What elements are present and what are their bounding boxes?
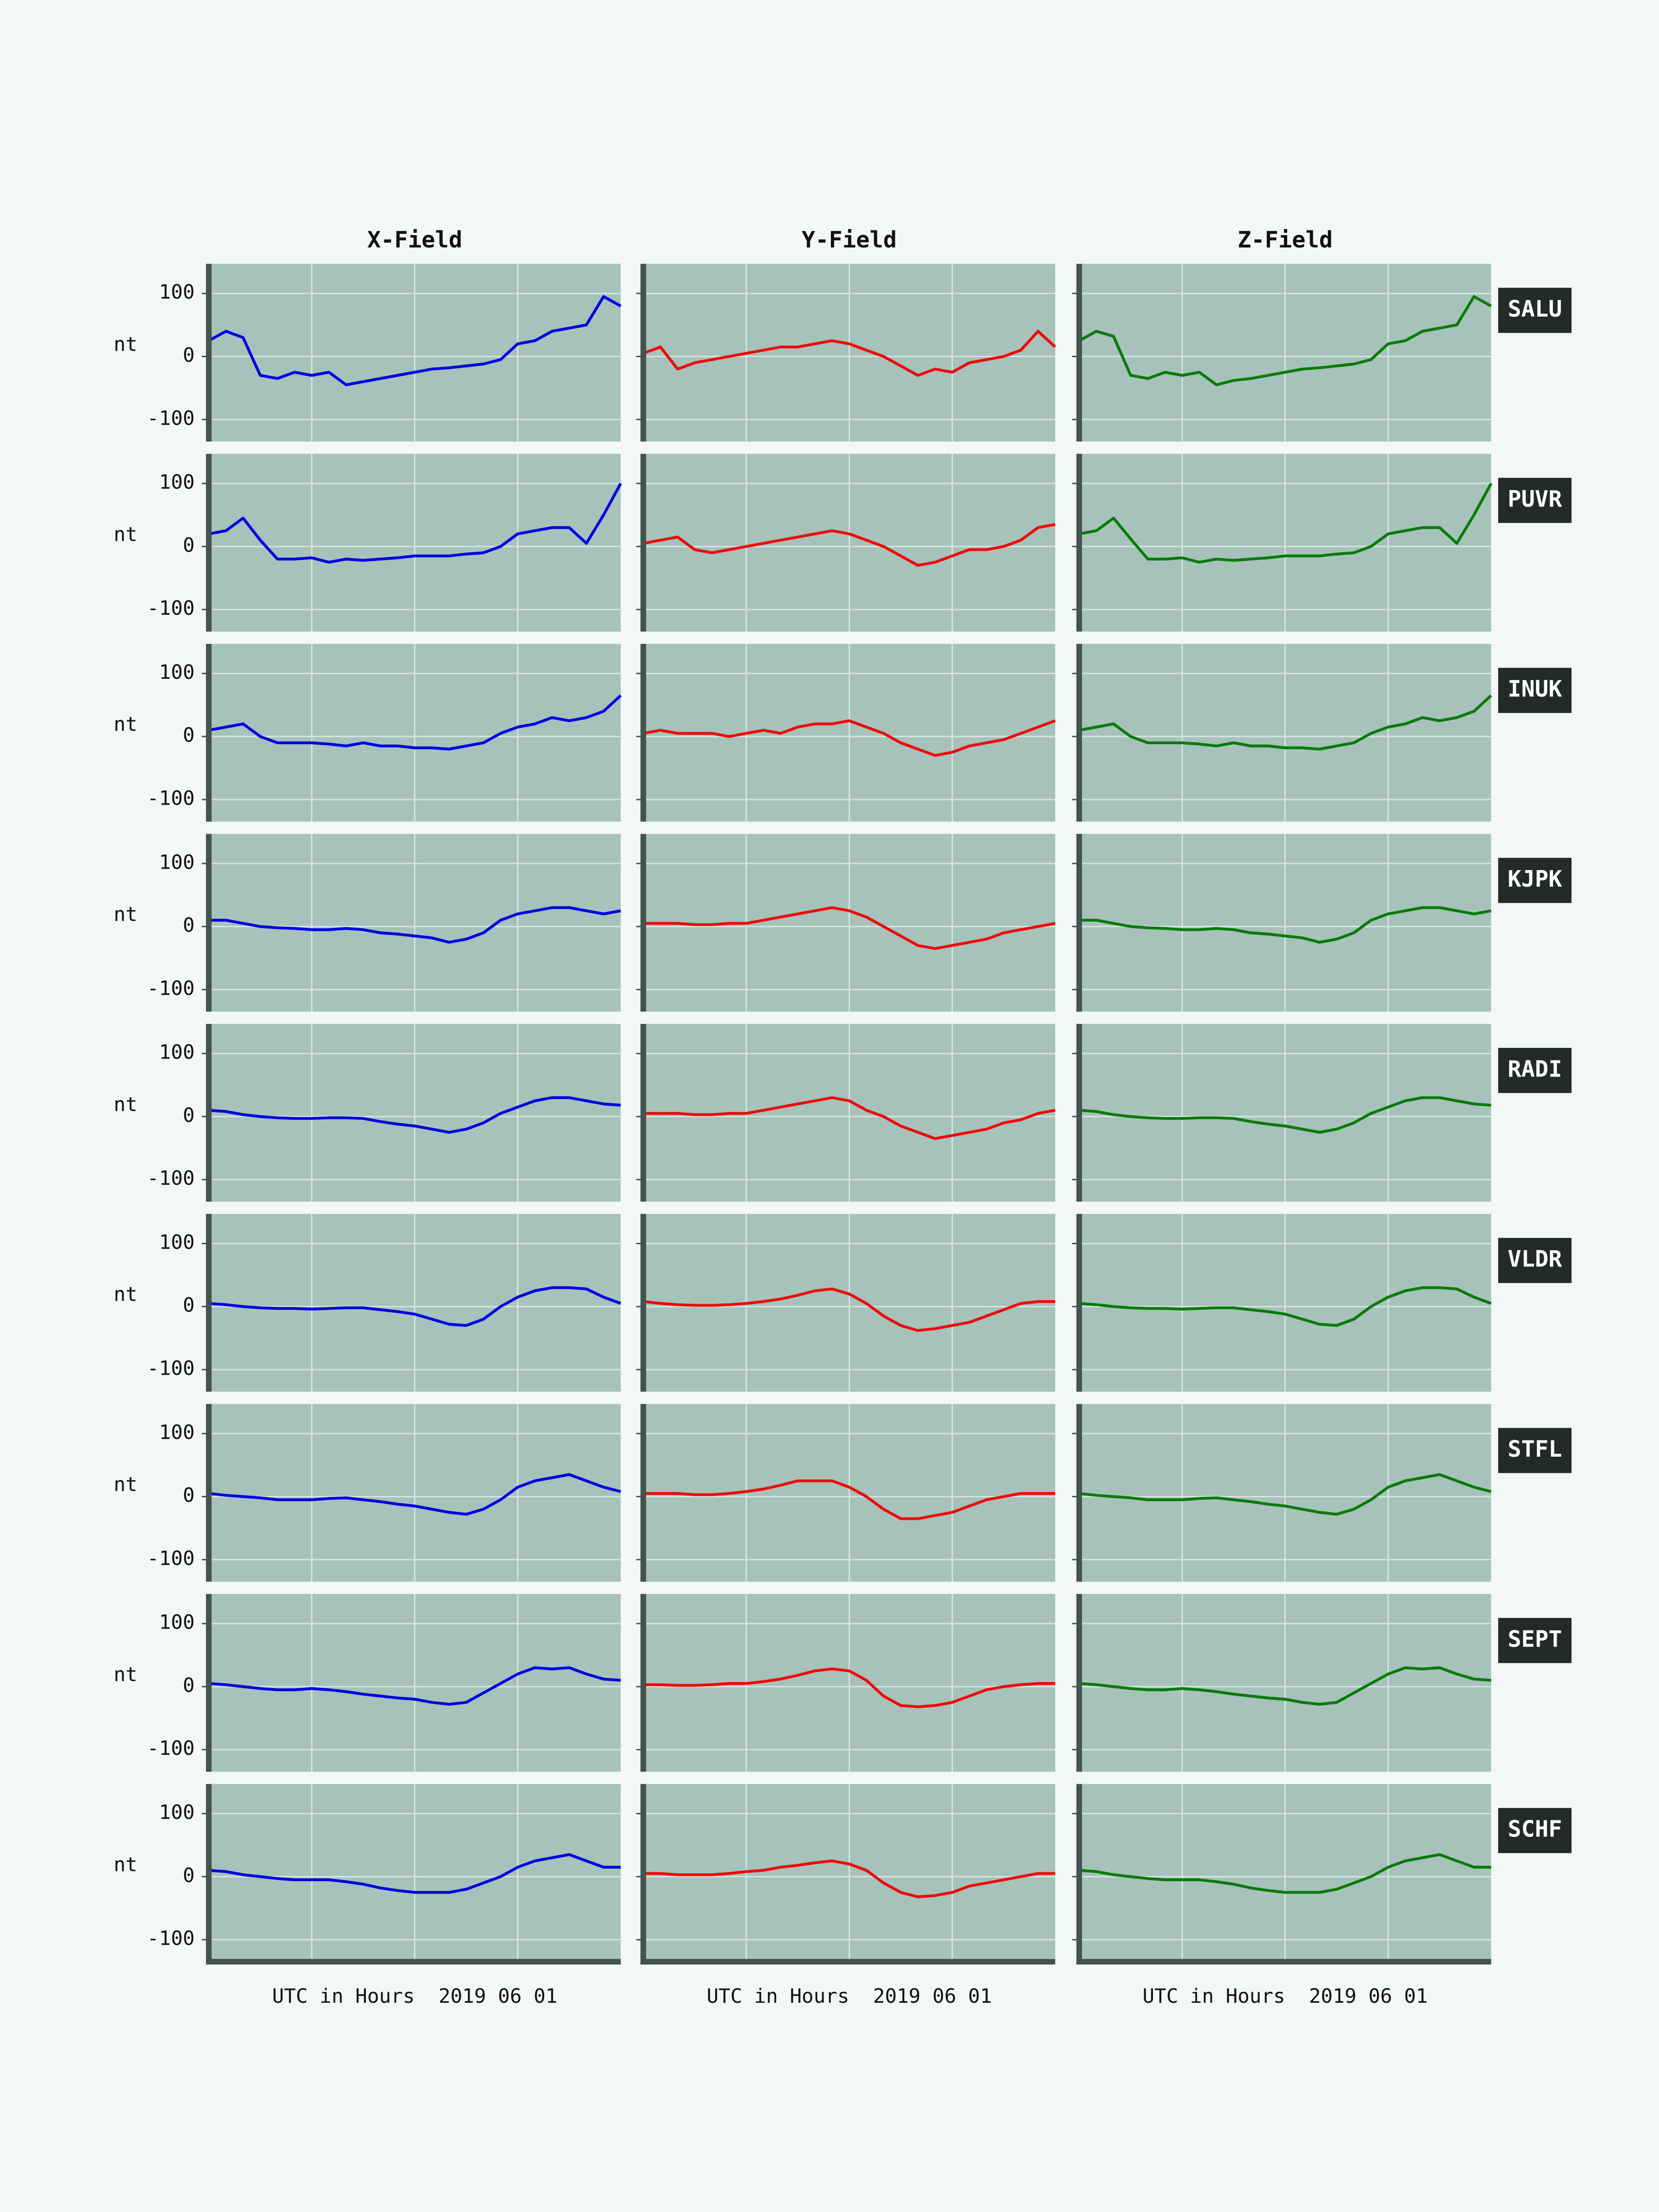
y-axis-label: nt <box>114 1283 138 1306</box>
station-label: KJPK <box>1508 866 1562 892</box>
y-tick-label: -100 <box>147 1357 194 1380</box>
y-tick-label: 100 <box>159 661 194 684</box>
y-tick-label: 100 <box>159 1801 194 1824</box>
y-tick-label: 0 <box>183 1864 195 1887</box>
data-line <box>1079 482 1493 564</box>
y-axis-label: nt <box>114 333 138 356</box>
data-line <box>643 1479 1055 1520</box>
y-tick-label: 0 <box>183 1484 195 1507</box>
data-line <box>642 329 1056 377</box>
data-line <box>208 295 622 387</box>
y-tick-label: -100 <box>147 1547 194 1570</box>
y-tick-label: 0 <box>183 534 195 557</box>
station-box <box>1498 1618 1572 1663</box>
station-label: STFL <box>1508 1436 1562 1462</box>
y-axis-label: nt <box>114 1093 138 1116</box>
station-label: SCHF <box>1508 1816 1562 1842</box>
data-line <box>643 719 1056 757</box>
y-tick-label: -100 <box>147 597 194 620</box>
column-title: Z-Field <box>1238 227 1333 253</box>
y-tick-label: 0 <box>183 1674 195 1697</box>
station-label: RADI <box>1508 1056 1562 1082</box>
station-box <box>1498 1808 1572 1853</box>
x-axis-label: UTC in Hours 2019 06 01 <box>272 1985 557 2008</box>
y-tick-label: 100 <box>159 281 194 304</box>
station-box <box>1498 1047 1572 1093</box>
data-line <box>208 1096 621 1134</box>
data-line <box>643 906 1056 950</box>
y-tick-label: 0 <box>183 1104 195 1127</box>
data-line <box>643 1859 1055 1899</box>
data-line <box>643 1096 1056 1140</box>
x-axis-label: UTC in Hours 2019 06 01 <box>1142 1985 1428 2008</box>
station-box <box>1498 288 1572 333</box>
y-axis-label: nt <box>114 523 138 546</box>
data-line <box>643 1287 1055 1332</box>
column-title: Y-Field <box>802 227 897 253</box>
y-axis-label: nt <box>114 713 138 736</box>
data-line <box>208 1286 621 1327</box>
data-line <box>1079 1473 1492 1516</box>
data-line <box>208 1473 621 1516</box>
data-line <box>208 1853 621 1894</box>
station-box <box>1498 1238 1572 1283</box>
data-line <box>209 906 621 944</box>
y-tick-label: 0 <box>183 724 195 747</box>
data-line <box>1079 1096 1491 1134</box>
y-tick-label: 100 <box>159 1421 194 1444</box>
data-line <box>1078 295 1492 387</box>
y-tick-label: 0 <box>183 1294 195 1317</box>
y-tick-label: -100 <box>147 407 194 430</box>
y-tick-label: -100 <box>147 1927 194 1950</box>
station-label: VLDR <box>1508 1246 1562 1272</box>
data-line <box>1079 1286 1492 1327</box>
y-tick-label: 100 <box>159 1041 194 1064</box>
y-tick-label: -100 <box>147 787 194 810</box>
data-line <box>208 1666 621 1706</box>
y-tick-label: -100 <box>147 1167 194 1190</box>
y-tick-label: 0 <box>183 914 195 937</box>
y-tick-label: 100 <box>159 851 194 874</box>
data-line <box>208 694 622 751</box>
y-axis-label: nt <box>114 903 138 926</box>
y-tick-label: 0 <box>183 344 195 367</box>
column-title: X-Field <box>367 227 462 253</box>
y-tick-label: 100 <box>159 1611 194 1634</box>
y-tick-label: -100 <box>147 977 194 1000</box>
data-line <box>1079 906 1492 944</box>
data-line <box>1079 1853 1491 1894</box>
station-box <box>1498 858 1572 903</box>
y-tick-label: 100 <box>159 471 194 494</box>
y-tick-label: -100 <box>147 1737 194 1760</box>
data-line <box>643 1667 1055 1708</box>
station-box <box>1498 477 1572 523</box>
data-line <box>208 482 622 564</box>
station-label: SALU <box>1508 296 1562 322</box>
data-line <box>643 523 1056 567</box>
x-axis-label: UTC in Hours 2019 06 01 <box>706 1985 992 2008</box>
station-label: SEPT <box>1508 1626 1562 1652</box>
station-label: INUK <box>1508 676 1562 702</box>
station-label: PUVR <box>1508 486 1562 512</box>
y-axis-label: nt <box>114 1473 138 1496</box>
data-line <box>1079 1666 1491 1706</box>
data-line <box>1079 694 1492 751</box>
y-axis-label: nt <box>114 1663 138 1686</box>
station-box <box>1498 1428 1572 1473</box>
station-box <box>1498 668 1572 713</box>
y-axis-label: nt <box>114 1853 138 1876</box>
y-tick-label: 100 <box>159 1231 194 1254</box>
